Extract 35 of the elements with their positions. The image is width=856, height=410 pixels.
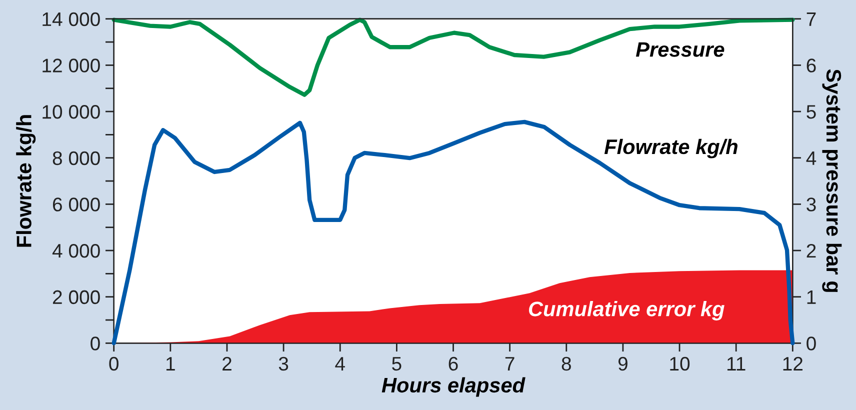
x-tick-label: 8: [562, 356, 571, 371]
x-tick-label: 0: [109, 356, 118, 371]
y2-tick-label: 3: [806, 198, 816, 212]
x-tick-label: 1: [166, 357, 175, 370]
y-tick-label: 10 000: [42, 104, 100, 119]
x-tick-label: 2: [222, 356, 232, 370]
x-axis-title: Hours elapsed: [382, 377, 526, 397]
y2-tick-label: 1: [807, 290, 816, 304]
series-label: Flowrate kg/h: [604, 138, 738, 158]
y2-tick-label: 7: [806, 12, 816, 26]
x-tick-label: 10: [670, 356, 690, 371]
y2-tick-label: 2: [806, 244, 816, 258]
y-tick-label: 2 000: [52, 290, 100, 304]
x-tick-label: 7: [505, 357, 514, 370]
y2-tick-label: 5: [806, 105, 816, 119]
x-tick-label: 4: [335, 357, 345, 370]
series-label: Cumulative error kg: [528, 301, 724, 320]
y2-tick-label: 6: [806, 58, 816, 72]
series-label: Pressure: [636, 42, 724, 57]
y2-axis-title: System pressure bar g: [822, 69, 842, 292]
x-tick-label: 5: [392, 357, 402, 371]
y-tick-label: 12 000: [42, 58, 100, 72]
x-tick-label: 11: [727, 357, 746, 370]
x-tick-label: 9: [618, 356, 628, 371]
x-tick-label: 6: [448, 356, 458, 371]
y2-tick-label: 0: [806, 336, 816, 350]
x-tick-label: 12: [783, 356, 802, 370]
y-tick-label: 0: [90, 336, 100, 350]
y2-tick-label: 4: [806, 152, 816, 165]
y-tick-label: 8 000: [52, 151, 100, 166]
x-tick-label: 3: [278, 356, 288, 371]
y-tick-label: 14 000: [42, 12, 100, 26]
y-tick-label: 4 000: [52, 244, 100, 258]
y-axis-title: Flowrate kg/h: [16, 115, 36, 247]
y-tick-label: 6 000: [52, 198, 100, 212]
